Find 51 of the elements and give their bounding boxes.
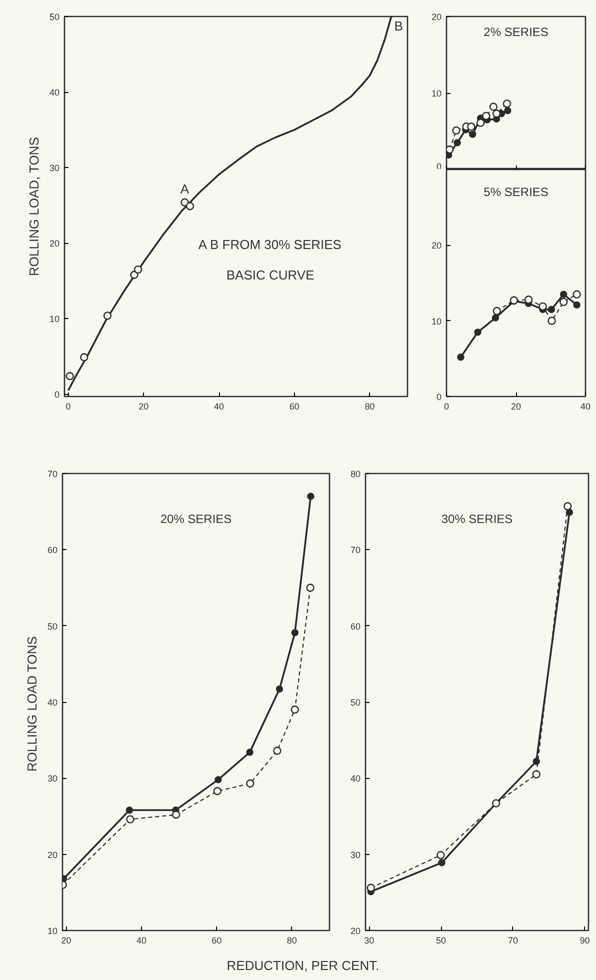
y-tick-label: 80 bbox=[350, 469, 361, 479]
x-tick-label: 40 bbox=[214, 402, 224, 412]
y-axis-title: ROLLING LOAD, TONS bbox=[26, 136, 42, 276]
y-tick-label: 50 bbox=[47, 621, 58, 632]
y-tick-label: 40 bbox=[47, 698, 58, 708]
x-axis-title: REDUCTION, PER CENT. bbox=[226, 957, 380, 975]
y-tick-label: 20 bbox=[49, 238, 60, 249]
annotation: A B FROM 30% SERIES bbox=[198, 237, 342, 252]
x-tick-label: 30 bbox=[364, 936, 374, 946]
x-tick-label: 20 bbox=[138, 402, 149, 412]
y-tick-label: 20 bbox=[47, 850, 58, 860]
x-tick-label: 60 bbox=[212, 936, 222, 946]
y-tick-label: 60 bbox=[350, 621, 361, 632]
y-tick-label: 20 bbox=[350, 926, 361, 936]
text: 30% SERIES bbox=[441, 512, 513, 526]
x-tick-label: 80 bbox=[286, 936, 297, 946]
y-axis-title: ROLLING LOAD TONS bbox=[24, 636, 40, 772]
x-tick-label: 60 bbox=[289, 402, 300, 412]
y-tick-label: 0 bbox=[436, 392, 442, 402]
y-tick-label: 30 bbox=[350, 850, 361, 860]
y-tick-label: 40 bbox=[49, 88, 60, 98]
annotation: A bbox=[180, 181, 190, 196]
text: 5% SERIES bbox=[484, 185, 548, 200]
x-tick-label: 40 bbox=[580, 402, 591, 412]
x-tick-label: 90 bbox=[580, 936, 590, 946]
y-tick-label: 10 bbox=[49, 314, 60, 324]
y-tick-label: 0 bbox=[54, 390, 60, 400]
y-tick-label: 50 bbox=[49, 12, 60, 22]
y-tick-label: 30 bbox=[49, 163, 60, 174]
y-tick-label: 70 bbox=[350, 545, 361, 556]
y-tick-label: 60 bbox=[47, 545, 58, 556]
x-tick-label: 0 bbox=[444, 402, 450, 412]
y-tick-label: 10 bbox=[431, 316, 442, 326]
text: 2% SERIES bbox=[484, 24, 548, 39]
y-tick-label: 70 bbox=[47, 469, 58, 479]
x-tick-label: 70 bbox=[508, 936, 518, 946]
x-tick-label: 20 bbox=[61, 936, 72, 946]
x-tick-label: 40 bbox=[136, 936, 146, 946]
y-tick-label: 50 bbox=[350, 698, 361, 708]
annotation: B bbox=[394, 18, 403, 34]
x-tick-label: 20 bbox=[510, 402, 522, 412]
x-tick-label: 80 bbox=[364, 402, 375, 412]
text: 20% SERIES bbox=[160, 512, 232, 526]
y-tick-label: 10 bbox=[47, 926, 58, 936]
annotation: BASIC CURVE bbox=[226, 267, 315, 282]
y-tick-label: 30 bbox=[47, 774, 58, 784]
y-tick-label: 10 bbox=[431, 88, 442, 98]
y-tick-label: 40 bbox=[350, 774, 361, 784]
y-tick-label: 20 bbox=[431, 240, 442, 251]
x-tick-label: 0 bbox=[66, 402, 71, 412]
y-tick-label: 20 bbox=[431, 12, 442, 22]
